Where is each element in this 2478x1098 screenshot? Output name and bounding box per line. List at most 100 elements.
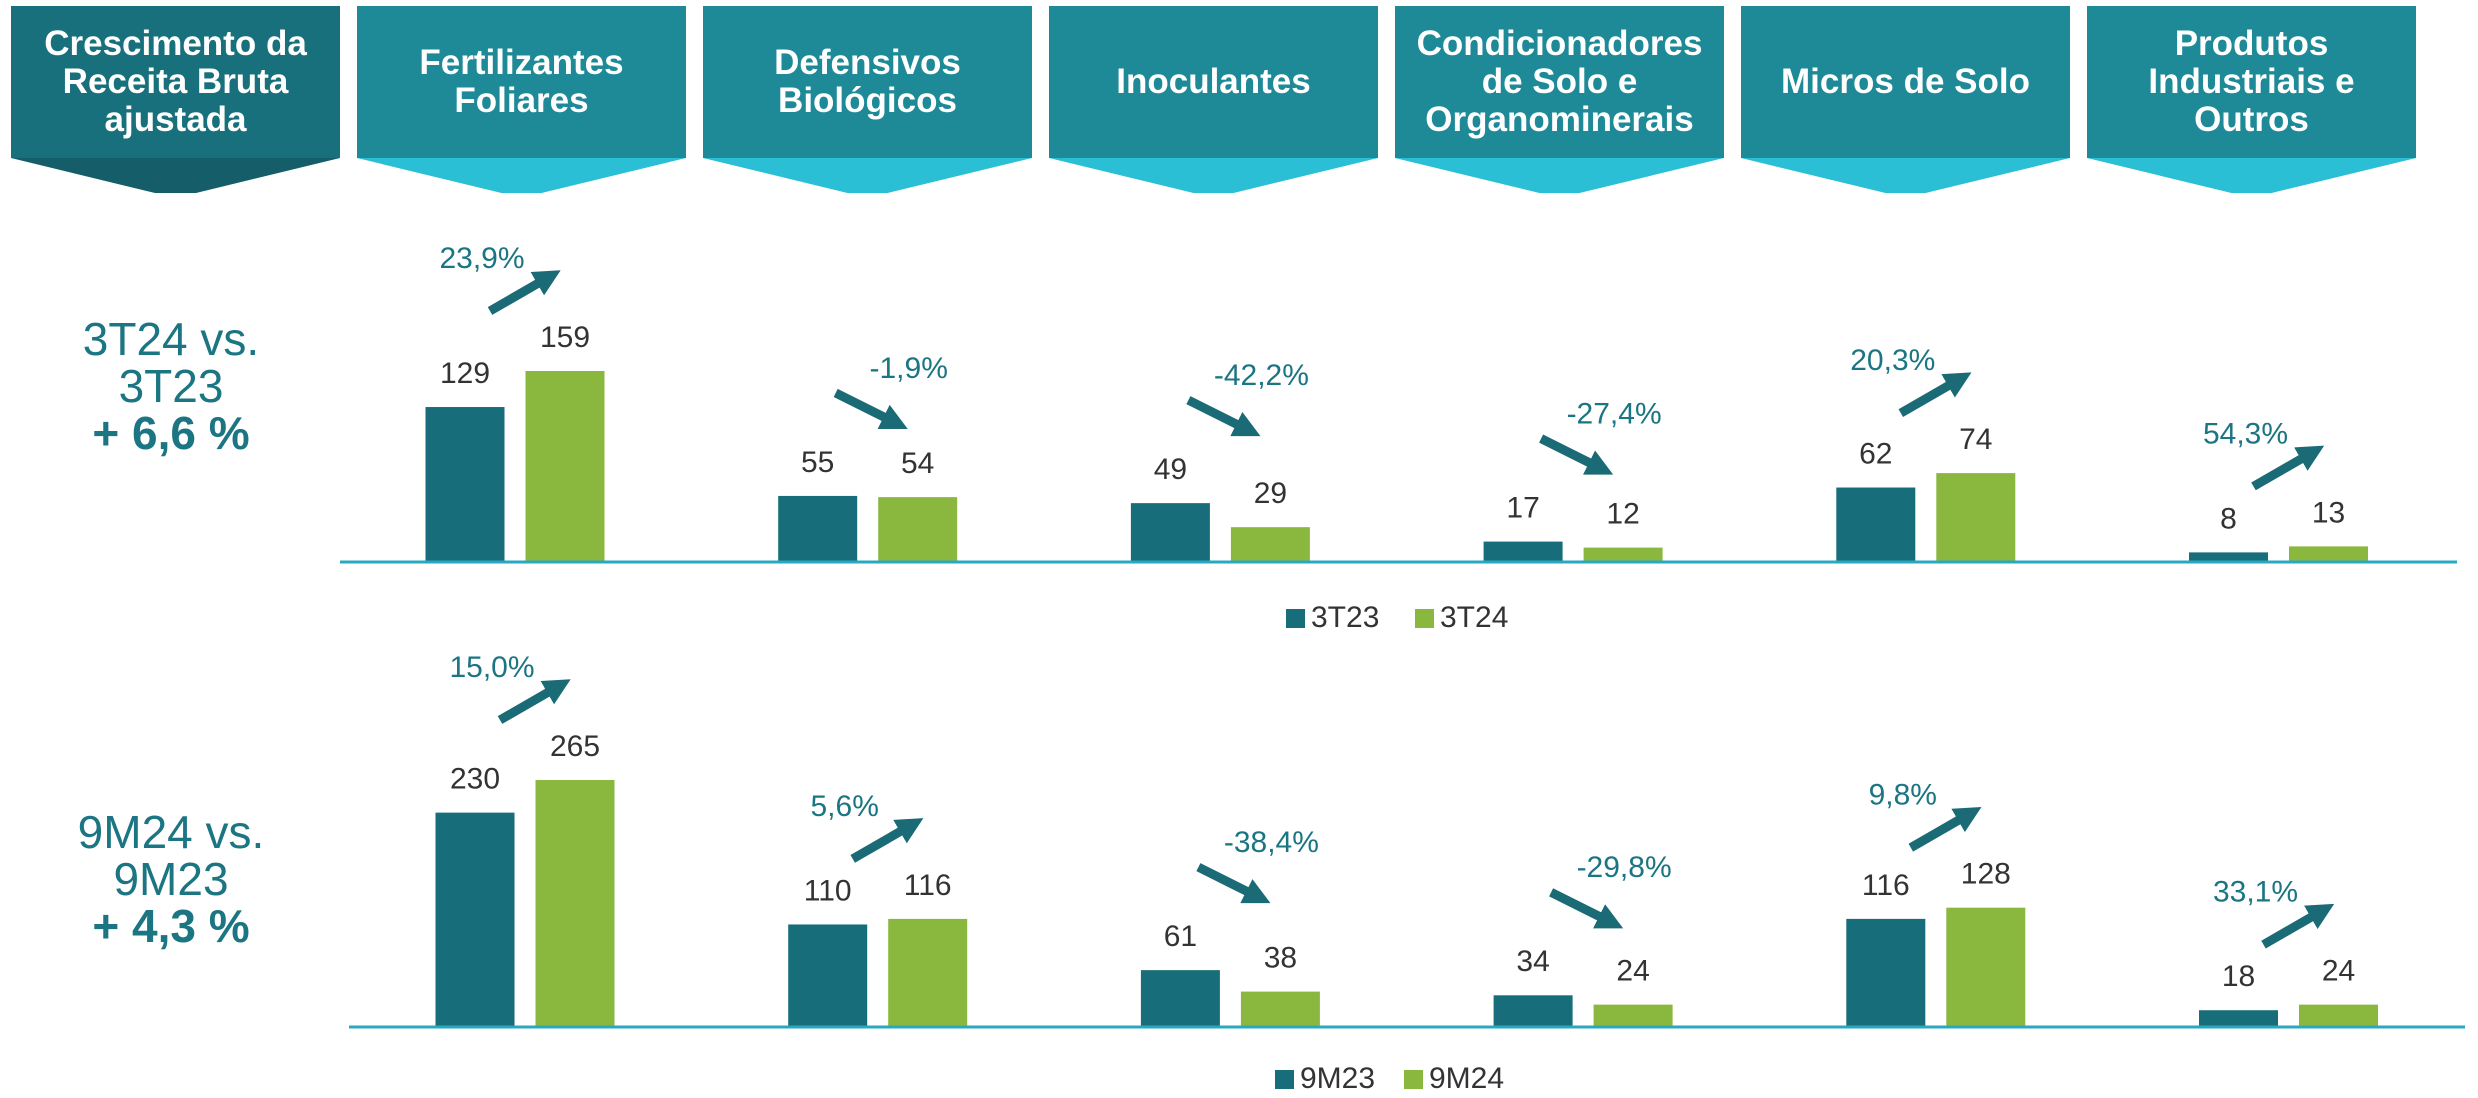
change-label: 9,8% [1869, 779, 1937, 812]
change-arrow [497, 679, 571, 724]
category-tab: Produtos Industriais e Outros [2087, 6, 2416, 158]
value-label: 49 [1154, 453, 1187, 486]
tab-chevron [2087, 158, 2416, 193]
value-label: 8 [2220, 502, 2237, 535]
value-label: 38 [1264, 942, 1297, 975]
bar [1130, 503, 1210, 562]
change-label: -29,8% [1577, 851, 1672, 884]
bar [535, 780, 615, 1027]
legend-swatch [1275, 1070, 1294, 1089]
value-label: 62 [1859, 437, 1892, 470]
row-title: 3T24 vs. 3T23 [82, 313, 260, 412]
legend-label: 3T24 [1440, 601, 1508, 634]
bar [1483, 541, 1563, 562]
category-tab: Fertilizantes Foliares [357, 6, 686, 158]
change-arrow [850, 818, 924, 863]
value-label: 128 [1961, 858, 2011, 891]
bar [878, 497, 958, 562]
bar [1230, 527, 1310, 562]
change-arrow [1908, 806, 1982, 852]
category-tab: Micros de Solo [1741, 6, 2070, 158]
change-arrow [1549, 888, 1624, 929]
change-arrow [833, 388, 908, 429]
header-title: Crescimento da Receita Bruta ajustada [11, 6, 340, 158]
value-label: 159 [540, 321, 590, 354]
row-growth: + 6,6 % [92, 407, 250, 459]
value-label: 29 [1254, 477, 1287, 510]
value-label: 129 [440, 357, 490, 390]
bar [1140, 970, 1220, 1027]
change-arrow [1539, 434, 1614, 475]
bar [888, 918, 968, 1027]
bar [2189, 552, 2268, 562]
bar [1946, 907, 2026, 1027]
value-label: 74 [1959, 423, 1992, 456]
value-label: 110 [804, 874, 852, 907]
category-tab: Inoculantes [1049, 6, 1378, 158]
legend-swatch [1404, 1070, 1423, 1089]
bar [1846, 918, 1926, 1027]
row-growth: + 4,3 % [92, 900, 250, 952]
bar [435, 812, 515, 1027]
value-label: 24 [2322, 955, 2355, 988]
bar [1936, 473, 2016, 562]
value-label: 116 [904, 869, 952, 902]
value-label: 116 [1862, 869, 1910, 902]
tab-chevron [1741, 158, 2070, 193]
legend-label: 9M24 [1429, 1062, 1504, 1095]
bar [2199, 1010, 2278, 1027]
change-arrow [487, 270, 561, 315]
tab-chevron [1395, 158, 1724, 193]
value-label: 18 [2222, 960, 2255, 993]
tab-chevron [357, 158, 686, 193]
change-arrow [1196, 863, 1271, 904]
change-label: -27,4% [1567, 398, 1662, 431]
value-label: 55 [801, 446, 834, 479]
legend-swatch [1286, 609, 1305, 628]
value-label: 61 [1164, 920, 1197, 953]
change-label: 33,1% [2213, 876, 2298, 909]
bar [1583, 547, 1663, 562]
bar [1836, 487, 1916, 562]
value-label: 12 [1606, 498, 1639, 531]
bar [525, 371, 605, 562]
legend-label: 3T23 [1311, 601, 1379, 634]
value-label: 34 [1516, 945, 1549, 978]
change-label: 54,3% [2203, 417, 2288, 450]
change-arrow [1186, 396, 1261, 437]
bar [778, 495, 858, 562]
legend-swatch [1415, 609, 1434, 628]
value-label: 230 [450, 763, 500, 796]
change-label: 5,6% [811, 790, 879, 823]
value-label: 265 [550, 730, 600, 763]
row-title: 9M24 vs. 9M23 [77, 806, 265, 905]
bar [1593, 1004, 1673, 1027]
change-arrow [1898, 372, 1972, 418]
change-label: 15,0% [449, 651, 534, 684]
change-arrow [2261, 903, 2335, 949]
value-label: 13 [2312, 496, 2345, 529]
change-label: -1,9% [870, 352, 948, 385]
change-label: -38,4% [1224, 826, 1319, 859]
bar [2289, 546, 2368, 562]
value-label: 24 [1616, 955, 1649, 988]
change-label: -42,2% [1214, 359, 1309, 392]
bar [425, 407, 505, 562]
tab-chevron [703, 158, 1032, 193]
row-label: 9M24 vs. 9M23 + 4,3 % [56, 809, 286, 950]
bar [2299, 1004, 2378, 1027]
value-label: 17 [1506, 492, 1539, 525]
change-arrow [2251, 445, 2325, 491]
bar [1240, 991, 1320, 1027]
change-label: 23,9% [439, 242, 524, 275]
bar [1493, 995, 1573, 1027]
value-label: 54 [901, 447, 934, 480]
tab-chevron [11, 158, 340, 193]
legend-label: 9M23 [1300, 1062, 1375, 1095]
bar [788, 924, 868, 1027]
tab-chevron [1049, 158, 1378, 193]
category-tab: Condicionadores de Solo e Organominerais [1395, 6, 1724, 158]
category-tab: Defensivos Biológicos [703, 6, 1032, 158]
change-label: 20,3% [1850, 344, 1935, 377]
